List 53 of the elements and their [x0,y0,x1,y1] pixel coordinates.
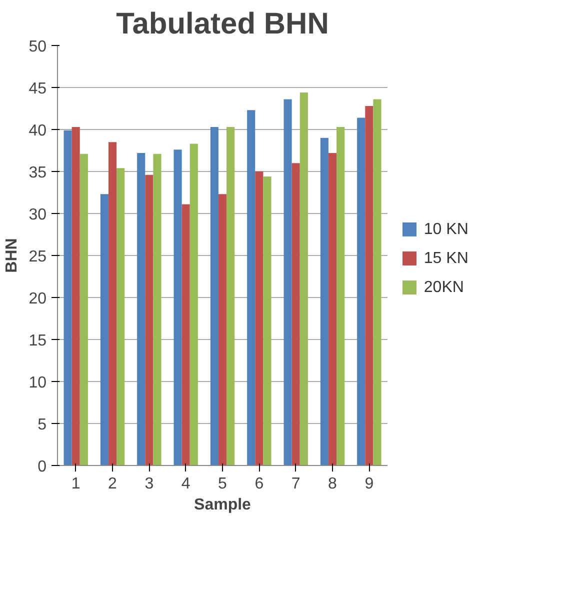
bar [80,154,88,466]
y-tick-label: 35 [28,164,47,182]
y-tick-label: 40 [28,122,47,140]
x-tick-label: 3 [144,476,154,492]
x-tick-label: 8 [328,476,338,492]
x-axis-title: Sample [194,496,252,514]
bar [210,126,218,466]
bar [116,168,125,466]
bar [190,144,198,466]
bar [72,126,80,466]
x-tick-label: 5 [218,476,228,492]
x-tick-label: 9 [364,476,374,492]
bar [336,126,345,466]
bar [328,153,337,466]
bar [137,153,146,466]
bar [365,106,374,466]
x-tick-label: 2 [108,476,118,492]
bar [218,194,227,466]
bar [108,142,117,466]
y-tick-label: 50 [28,38,47,56]
bar [357,118,366,466]
bar [292,163,300,466]
y-tick-label: 25 [28,248,47,266]
bar [247,110,256,466]
bar [145,174,154,466]
y-tick-label: 15 [28,332,47,350]
y-tick-label: 5 [38,416,47,434]
y-tick-label: 0 [38,458,47,476]
bar [100,194,108,466]
y-axis-title: BHN [4,238,21,273]
x-tick-label: 4 [181,476,190,492]
y-tick-label: 45 [28,80,47,98]
bar [300,92,308,466]
chart-title: Tabulated BHN [116,8,329,40]
x-tick-label: 6 [254,476,264,492]
bar [284,99,292,466]
y-tick-label: 10 [28,374,47,392]
legend-label: 15 KN [424,250,468,267]
bar [64,130,72,466]
legend-label: 20KN [424,279,464,296]
x-tick-label: 1 [71,476,80,492]
legend-label: 10 KN [424,220,468,238]
y-tick-label: 30 [28,206,47,224]
bar [255,172,264,466]
x-tick-label: 7 [291,476,300,492]
bar [153,154,162,466]
bar [373,99,382,466]
bar [174,150,182,466]
bar [320,138,328,466]
bar [263,176,272,466]
bar [182,204,190,466]
bar [226,126,235,466]
y-tick-label: 20 [28,290,47,308]
